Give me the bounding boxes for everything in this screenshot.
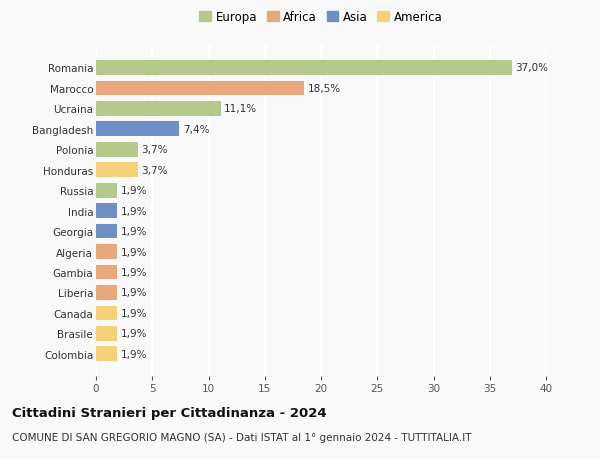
Text: 3,7%: 3,7% [141, 165, 167, 175]
Text: Cittadini Stranieri per Cittadinanza - 2024: Cittadini Stranieri per Cittadinanza - 2… [12, 406, 326, 419]
Text: 1,9%: 1,9% [121, 227, 147, 236]
Bar [96, 347, 118, 361]
Bar [96, 224, 118, 239]
Text: 7,4%: 7,4% [182, 124, 209, 134]
Bar [96, 143, 137, 157]
Bar [96, 326, 118, 341]
Text: COMUNE DI SAN GREGORIO MAGNO (SA) - Dati ISTAT al 1° gennaio 2024 - TUTTITALIA.I: COMUNE DI SAN GREGORIO MAGNO (SA) - Dati… [12, 432, 472, 442]
Text: 1,9%: 1,9% [121, 349, 147, 359]
Text: 1,9%: 1,9% [121, 206, 147, 216]
Text: 18,5%: 18,5% [308, 84, 341, 94]
Text: 1,9%: 1,9% [121, 186, 147, 196]
Bar [96, 184, 118, 198]
Bar [96, 102, 221, 117]
Bar [96, 306, 118, 320]
Legend: Europa, Africa, Asia, America: Europa, Africa, Asia, America [197, 9, 445, 27]
Bar [96, 163, 137, 178]
Text: 1,9%: 1,9% [121, 288, 147, 298]
Text: 1,9%: 1,9% [121, 329, 147, 339]
Bar [96, 122, 179, 137]
Bar [96, 265, 118, 280]
Text: 1,9%: 1,9% [121, 308, 147, 318]
Text: 37,0%: 37,0% [515, 63, 548, 73]
Text: 3,7%: 3,7% [141, 145, 167, 155]
Text: 11,1%: 11,1% [224, 104, 257, 114]
Text: 1,9%: 1,9% [121, 268, 147, 277]
Bar [96, 285, 118, 300]
Bar [96, 204, 118, 218]
Bar [96, 81, 304, 96]
Bar [96, 61, 512, 76]
Bar [96, 245, 118, 259]
Text: 1,9%: 1,9% [121, 247, 147, 257]
